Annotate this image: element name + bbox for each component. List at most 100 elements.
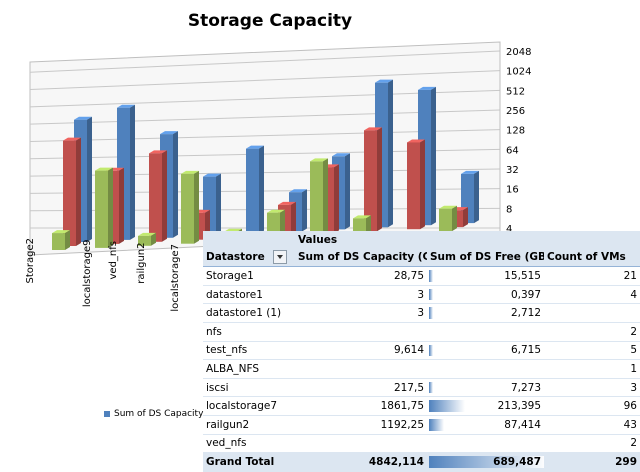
cell-free-value: 213,395 <box>497 400 541 413</box>
pivot-values-label: Values <box>295 231 640 249</box>
bar-top <box>439 205 457 209</box>
x-tick-label: localstorage7 <box>170 244 181 312</box>
cell-free-value: 0,397 <box>510 288 541 301</box>
cell-vms[interactable] <box>544 303 640 323</box>
cell-free[interactable] <box>427 359 544 379</box>
cell-capacity[interactable]: 28,75 <box>295 266 427 286</box>
cell-datastore[interactable]: Storage1 <box>203 266 295 286</box>
table-row[interactable]: nfs 2 <box>203 322 640 342</box>
pivot-row-header-label: Datastore <box>206 251 265 264</box>
bar-side <box>463 207 468 228</box>
cell-free[interactable] <box>427 322 544 342</box>
cell-free-value: 689,487 <box>493 455 541 468</box>
cell-capacity[interactable]: 9,614 <box>295 341 427 361</box>
cell-capacity[interactable] <box>295 322 427 342</box>
bar-top <box>332 153 350 157</box>
table-row[interactable]: ALBA_NFS 1 <box>203 359 640 379</box>
cell-datastore[interactable]: iscsi <box>203 378 295 398</box>
cell-datastore[interactable]: ved_nfs <box>203 434 295 454</box>
x-tick-label: railgun2 <box>136 243 147 284</box>
bar-side <box>474 170 479 224</box>
cell-free[interactable]: 7,273 <box>427 378 544 398</box>
chart-legend: Sum of DS Capacity <box>104 409 203 419</box>
cell-free-value: 6,715 <box>510 344 541 357</box>
y-tick-label: 256 <box>506 106 525 117</box>
cell-vms[interactable]: 299 <box>544 452 640 472</box>
cell-datastore[interactable]: localstorage7 <box>203 396 295 416</box>
bar-top <box>149 150 167 154</box>
cell-free[interactable]: 689,487 <box>427 452 544 472</box>
cell-free[interactable]: 2,712 <box>427 303 544 323</box>
pivot-col-header-capacity[interactable]: Sum of DS Capacity (GB) <box>295 248 427 268</box>
cell-free[interactable]: 213,395 <box>427 396 544 416</box>
cell-free[interactable]: 87,414 <box>427 415 544 435</box>
y-tick-label: 8 <box>506 204 512 215</box>
y-tick-label: 4 <box>506 224 512 235</box>
bar-side <box>259 145 264 234</box>
cell-datastore[interactable]: nfs <box>203 322 295 342</box>
cell-vms[interactable]: 3 <box>544 378 640 398</box>
bar-side <box>420 139 425 230</box>
table-row[interactable]: datastore1 (1) 3 2,712 <box>203 303 640 323</box>
table-row[interactable]: test_nfs 9,614 6,715 5 <box>203 341 640 361</box>
bar-top <box>203 173 221 177</box>
filter-dropdown-icon[interactable] <box>272 250 287 265</box>
bar-top <box>407 139 425 143</box>
cell-vms[interactable]: 2 <box>544 322 640 342</box>
bar-side <box>162 150 167 242</box>
cell-datastore[interactable]: Grand Total <box>203 452 295 472</box>
table-row[interactable]: Storage1 28,75 15,515 21 <box>203 266 640 286</box>
table-row[interactable]: iscsi 217,5 7,273 3 <box>203 378 640 398</box>
bar-side <box>87 116 92 242</box>
bar-side <box>291 201 296 236</box>
pivot-col-header-free[interactable]: Sum of DS Free (GB) <box>427 248 544 268</box>
cell-vms[interactable]: 21 <box>544 266 640 286</box>
table-row[interactable]: datastore1 3 0,397 4 <box>203 285 640 305</box>
bar <box>246 148 259 234</box>
cell-datastore[interactable]: test_nfs <box>203 341 295 361</box>
y-tick-label: 32 <box>506 165 519 176</box>
bar-side <box>65 230 70 250</box>
cell-datastore[interactable]: railgun2 <box>203 415 295 435</box>
cell-vms[interactable]: 4 <box>544 285 640 305</box>
cell-free-value: 15,515 <box>504 269 541 282</box>
bar <box>181 173 194 244</box>
pivot-total-row[interactable]: Grand Total 4842,114 689,487 299 <box>203 452 640 472</box>
cell-free[interactable]: 0,397 <box>427 285 544 305</box>
x-tick-label: Storage2 <box>25 238 36 284</box>
cell-capacity[interactable]: 3 <box>295 303 427 323</box>
chart-title: Storage Capacity <box>187 11 353 31</box>
pivot-table[interactable]: Values Datastore Sum of DS Capacity (GB)… <box>203 231 640 472</box>
cell-capacity[interactable]: 1192,25 <box>295 415 427 435</box>
bar-top <box>278 201 296 205</box>
bar-top <box>138 232 156 236</box>
cell-capacity[interactable]: 4842,114 <box>295 452 427 472</box>
pivot-corner <box>203 231 295 249</box>
cell-datastore[interactable]: ALBA_NFS <box>203 359 295 379</box>
cell-datastore[interactable]: datastore1 (1) <box>203 303 295 323</box>
y-tick-label: 1024 <box>506 67 531 78</box>
data-bar <box>429 288 433 301</box>
bar <box>95 170 108 248</box>
cell-free[interactable]: 15,515 <box>427 266 544 286</box>
bar <box>149 153 162 242</box>
bar <box>407 142 420 230</box>
cell-vms[interactable]: 5 <box>544 341 640 361</box>
legend-swatch <box>104 410 110 417</box>
cell-capacity[interactable]: 217,5 <box>295 378 427 398</box>
cell-free[interactable]: 6,715 <box>427 341 544 361</box>
cell-vms[interactable]: 1 <box>544 359 640 379</box>
cell-capacity[interactable]: 3 <box>295 285 427 305</box>
bar-top <box>160 131 178 135</box>
cell-capacity[interactable]: 1861,75 <box>295 396 427 416</box>
table-row[interactable]: railgun2 1192,25 87,414 43 <box>203 415 640 435</box>
pivot-row-header: Datastore <box>203 248 295 268</box>
cell-capacity[interactable] <box>295 359 427 379</box>
cell-vms[interactable]: 96 <box>544 396 640 416</box>
bar-side <box>130 104 135 240</box>
cell-datastore[interactable]: datastore1 <box>203 285 295 305</box>
table-row[interactable]: localstorage7 1861,75 213,395 96 <box>203 396 640 416</box>
cell-vms[interactable]: 43 <box>544 415 640 435</box>
y-tick-label: 16 <box>506 185 519 196</box>
pivot-col-header-vms[interactable]: Count of VMs <box>544 248 640 268</box>
